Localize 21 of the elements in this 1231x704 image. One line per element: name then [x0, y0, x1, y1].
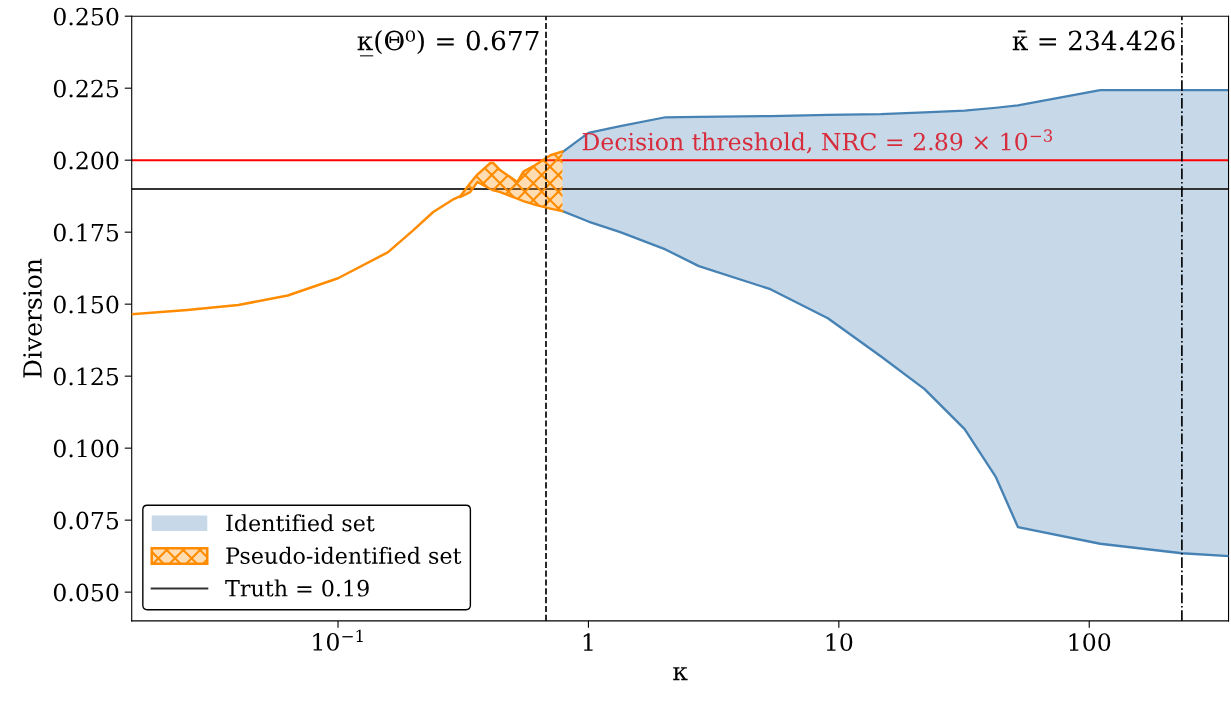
ref-line-label: κ̲(Θ⁰) = 0.677	[357, 30, 539, 57]
x-tick-label: 100	[1069, 633, 1111, 652]
y-tick-label: 0.200	[53, 151, 119, 170]
legend-label: Pseudo-identified set	[226, 546, 462, 564]
x-tick-label: 1	[583, 633, 593, 651]
x-tick-label: 10$^{−1}$	[313, 629, 363, 651]
y-tick-label: 0.250	[53, 7, 119, 26]
annotation: Decision threshold, NRC = 2.89 × 10$^{−3}$	[582, 129, 1053, 154]
legend-label: Truth = 0.19	[225, 579, 369, 597]
y-tick-label: 0.150	[53, 295, 119, 314]
y-tick-label: 0.100	[53, 439, 119, 458]
legend-label: Identified set	[226, 514, 375, 532]
x-axis-title: κ	[673, 667, 688, 681]
y-axis-title: Diversion	[23, 258, 42, 378]
x-tick-label: 10	[826, 633, 853, 652]
y-tick-label: 0.050	[53, 583, 119, 602]
y-tick-label: 0.175	[53, 223, 119, 242]
ref-line-label: κ̄ = 234.426	[1012, 30, 1175, 51]
y-tick-label: 0.075	[53, 511, 119, 530]
y-tick-label: 0.125	[53, 367, 119, 386]
y-tick-label: 0.225	[53, 79, 119, 98]
